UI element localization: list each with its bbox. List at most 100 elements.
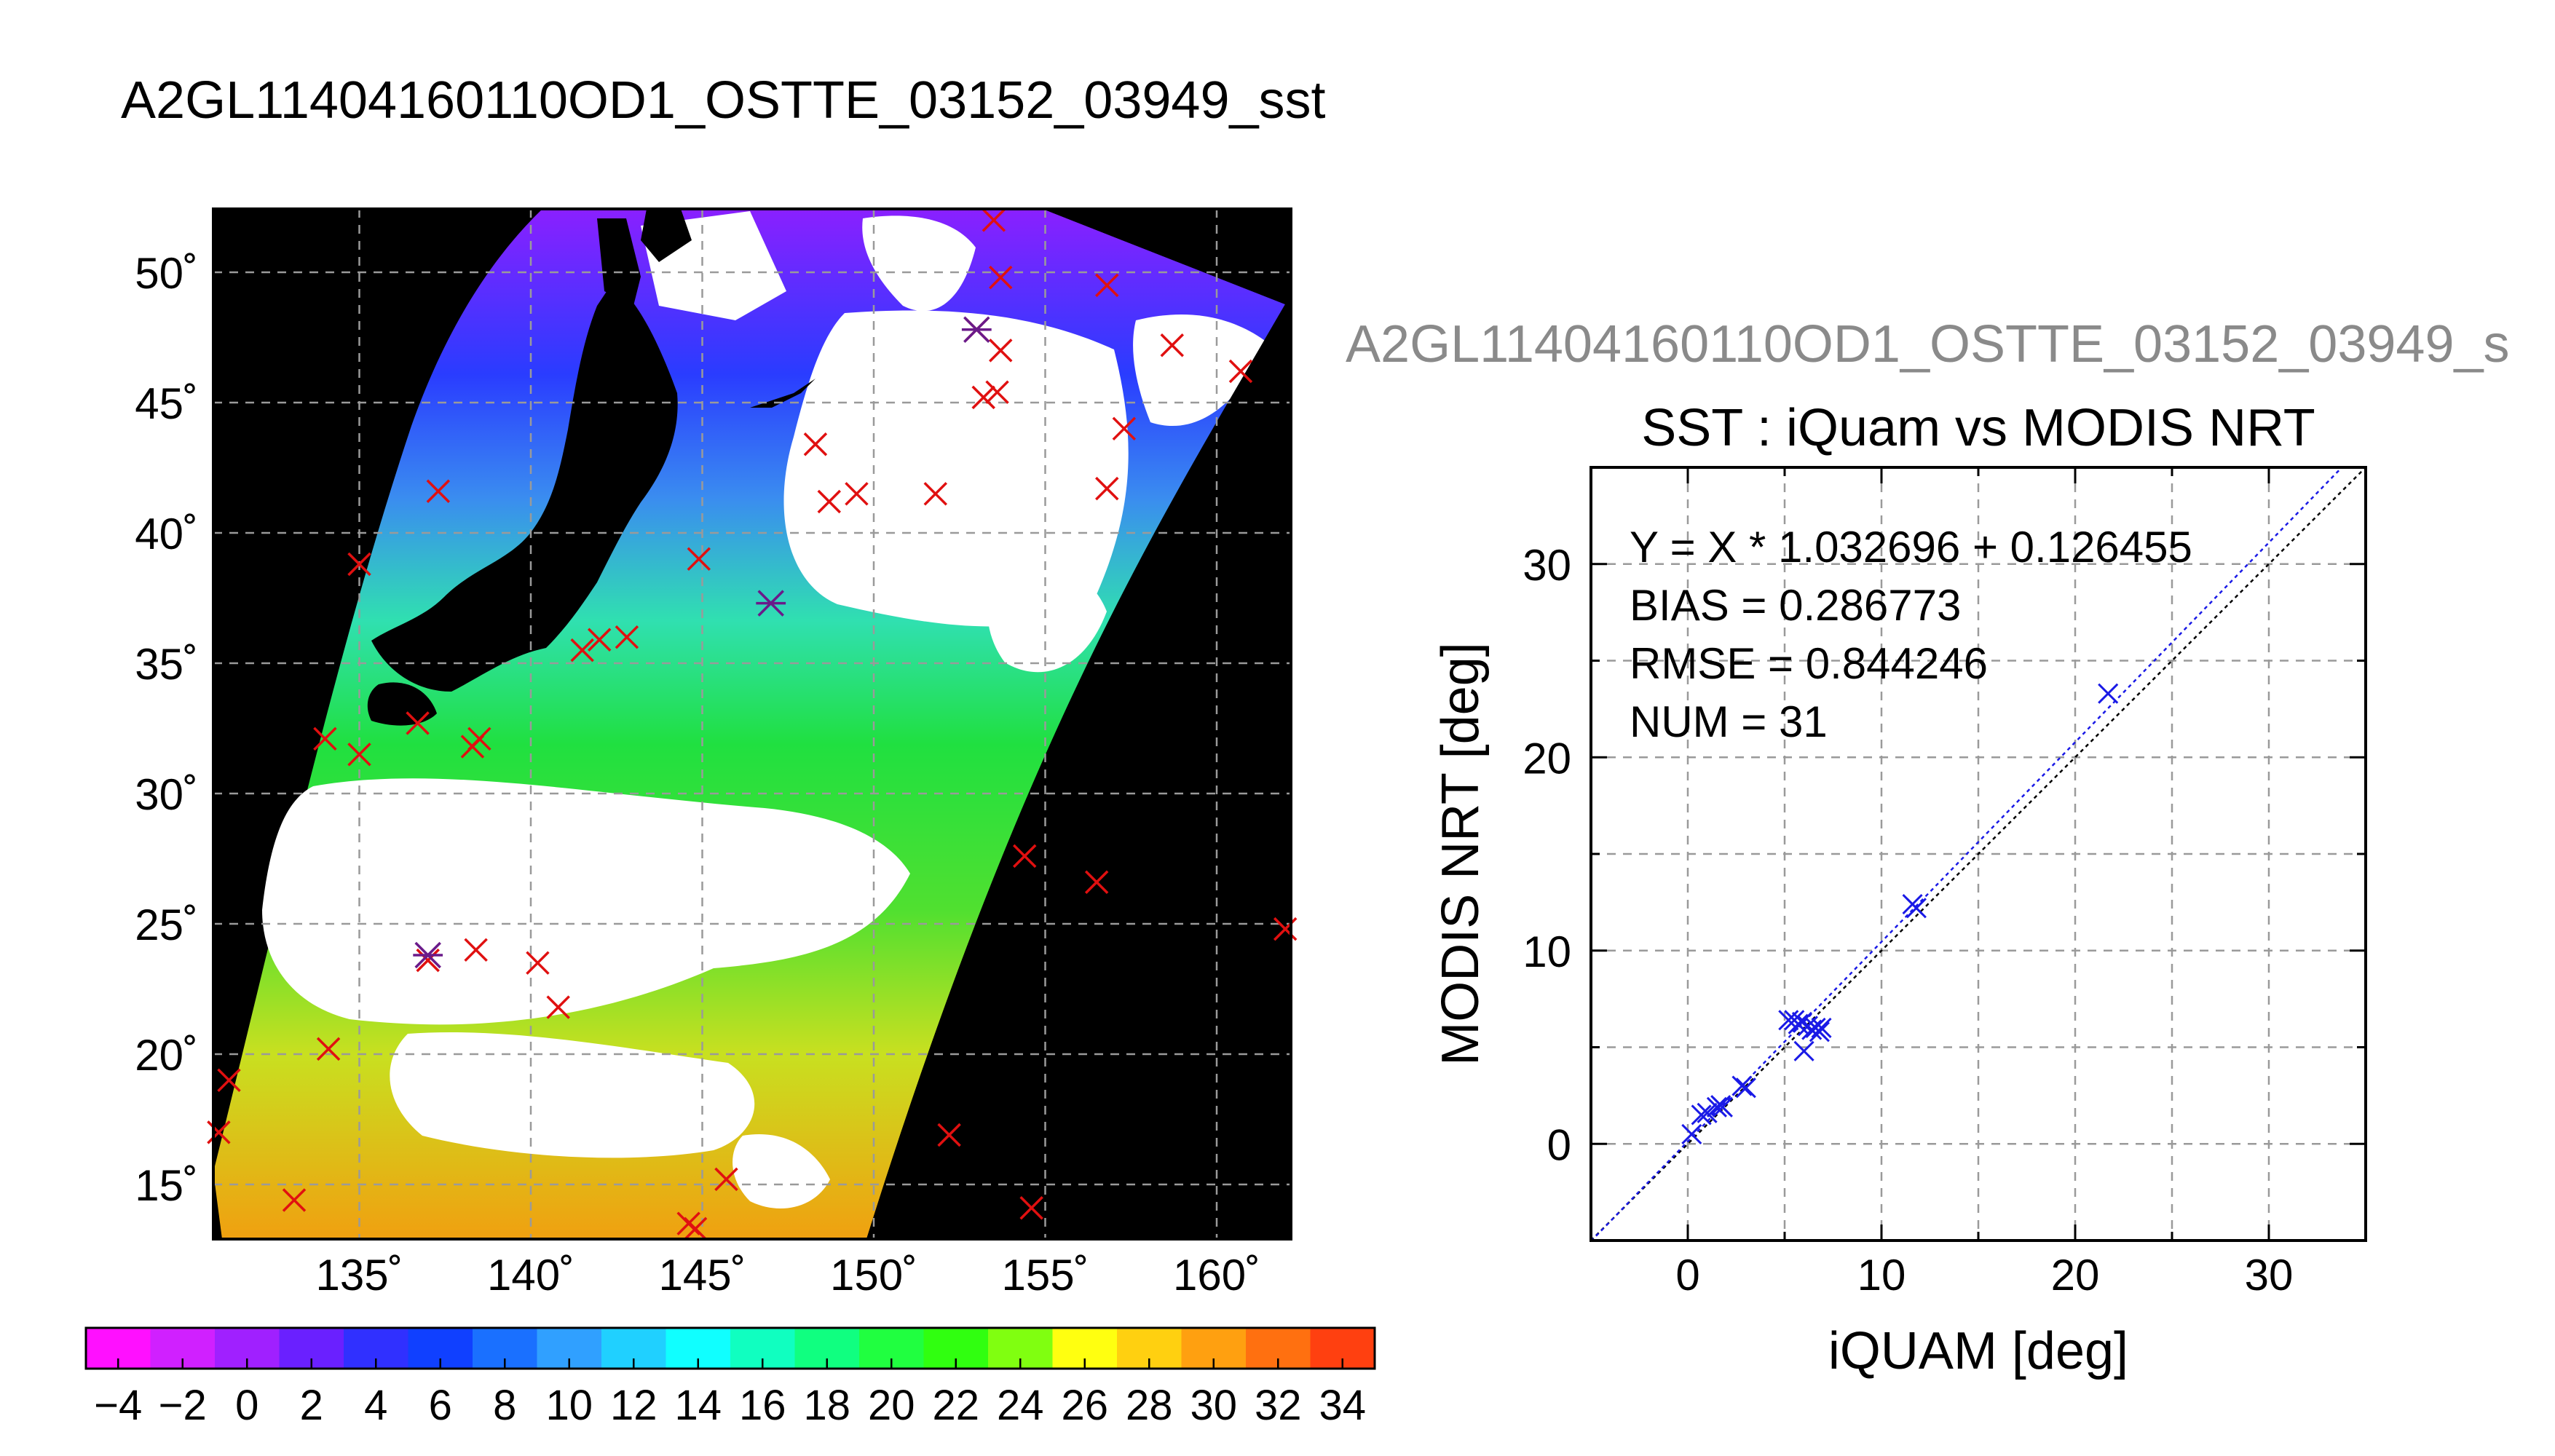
buoy-marker <box>426 479 451 503</box>
longitude-tick-label: 135˚ <box>315 1251 403 1299</box>
colorbar-label: 10 <box>545 1382 593 1429</box>
buoy-marker <box>683 1216 708 1241</box>
buoy-marker <box>207 1120 231 1144</box>
data-point <box>1691 1104 1712 1125</box>
data-point <box>1681 1123 1702 1145</box>
buoy-marker <box>687 547 711 571</box>
latitude-tick-label: 20˚ <box>135 1031 198 1080</box>
fit-statistics: Y = X * 1.032696 + 0.126455 BIAS = 0.286… <box>1630 523 2192 746</box>
colorbar-label: 4 <box>364 1382 387 1429</box>
buoy-marker <box>1019 1195 1043 1220</box>
scatter-plot: SST : iQuam vs MODIS NRT 0 10 20 300102030 … <box>1431 399 2367 1380</box>
latitude-tick-label: 40˚ <box>135 510 198 558</box>
longitude-tick-label: 160˚ <box>1173 1251 1260 1299</box>
buoy-marker <box>1112 416 1137 441</box>
buoy-marker <box>406 711 430 735</box>
longitude-tick-labels: 135˚ 140˚ 145˚ 150˚ 155˚ 160˚ <box>315 1251 1260 1299</box>
buoy-marker <box>989 339 1013 363</box>
matched-marker <box>756 590 786 617</box>
data-point <box>1791 1011 1813 1033</box>
y-tick-label: 30 <box>1523 541 1571 590</box>
colorbar-label: 16 <box>739 1382 786 1429</box>
chart-title: SST : iQuam vs MODIS NRT <box>1641 399 2315 457</box>
data-point <box>1906 898 1927 919</box>
colorbar-label: 24 <box>997 1382 1044 1429</box>
buoy-marker <box>1084 870 1109 894</box>
colorbar-label: 34 <box>1319 1382 1366 1429</box>
buoy-marker <box>985 380 1009 404</box>
stat-regression: Y = X * 1.032696 + 0.126455 <box>1630 523 2192 571</box>
data-point <box>1697 1102 1718 1123</box>
buoy-marker <box>1095 476 1119 501</box>
colorbar-label: 12 <box>610 1382 657 1429</box>
no-data-top <box>1043 209 1291 304</box>
buoy-marker <box>464 938 488 962</box>
longitude-tick-label: 145˚ <box>658 1251 746 1299</box>
buoy-marker <box>217 1068 241 1093</box>
buoy-marker <box>313 727 337 751</box>
buoy-marker <box>982 208 1006 232</box>
data-points <box>1681 683 2119 1145</box>
data-point <box>1811 1017 1832 1039</box>
buoy-marker <box>937 1123 961 1147</box>
buoy-marker <box>1160 333 1185 357</box>
stat-rmse: RMSE = 0.844246 <box>1630 639 1988 688</box>
buoy-marker <box>1095 273 1119 298</box>
colorbar-label: 32 <box>1255 1382 1302 1429</box>
colorbar-label: 28 <box>1126 1382 1173 1429</box>
colorbar-label: 20 <box>868 1382 915 1429</box>
no-data-area <box>866 304 1291 1239</box>
stat-count: NUM = 31 <box>1630 697 1828 746</box>
x-tick-label: 10 <box>1857 1251 1906 1299</box>
buoy-marker <box>923 482 948 506</box>
colorbar-label: 0 <box>235 1382 258 1429</box>
matched-marker <box>413 941 443 969</box>
buoy-marker <box>971 385 995 410</box>
colorbar-label: 26 <box>1061 1382 1108 1429</box>
sst-colorbar: −4 −2 0 2 4 6 8 10 12 14 16 18 20 22 24 26 28 30 32 34 <box>84 1326 1376 1429</box>
buoy-marker <box>615 625 639 649</box>
colorbar-label: −2 <box>159 1382 207 1429</box>
x-tick-label: 20 <box>2051 1251 2100 1299</box>
longitude-tick-label: 140˚ <box>487 1251 574 1299</box>
data-point <box>2098 683 2119 704</box>
buoy-marker <box>817 489 842 514</box>
sst-map: 135˚ 140˚ 145˚ 150˚ 155˚ 160˚ 50˚ 45˚ 40˚ 35˚ 30˚… <box>135 207 1298 1299</box>
longitude-tick-label: 155˚ <box>1001 1251 1089 1299</box>
x-axis-label: iQUAM [deg] <box>1828 1322 2128 1380</box>
buoy-marker <box>347 743 371 767</box>
data-point <box>1712 1096 1733 1117</box>
land <box>367 209 816 726</box>
buoy-marker <box>467 727 491 751</box>
colorbar-label: 22 <box>932 1382 979 1429</box>
buoy-marker <box>803 432 828 456</box>
buoy-marker <box>526 951 550 975</box>
buoy-marker <box>1013 844 1037 869</box>
buoy-marker <box>570 638 594 662</box>
buoy-marker <box>1273 917 1298 941</box>
colorbar-label: 2 <box>300 1382 323 1429</box>
buoy-marker <box>416 948 440 973</box>
map-graticule <box>213 209 1291 1239</box>
buoy-marker <box>587 628 612 652</box>
y-tick-label: 10 <box>1523 927 1571 976</box>
colorbar-label: −4 <box>94 1382 142 1429</box>
buoy-marker <box>347 552 371 577</box>
latitude-tick-labels: 50˚ 45˚ 40˚ 35˚ 30˚ 25˚ 20˚ 15˚ <box>135 249 198 1210</box>
y-tick-label: 20 <box>1523 734 1571 783</box>
latitude-tick-label: 45˚ <box>135 379 198 428</box>
map-frame <box>212 207 1292 1241</box>
buoy-marker <box>714 1167 738 1192</box>
x-tick-label: 0 <box>1675 1251 1699 1299</box>
latitude-tick-label: 15˚ <box>135 1161 198 1210</box>
data-point <box>1735 1077 1756 1099</box>
regression-line <box>1591 467 2344 1241</box>
latitude-tick-label: 30˚ <box>135 770 198 819</box>
stat-bias: BIAS = 0.286773 <box>1630 581 1961 630</box>
buoy-marker <box>989 265 1013 290</box>
buoy-markers <box>207 208 1298 1241</box>
map-title: A2GL11404160110OD1_OSTTE_03152_03949_sst <box>121 71 1326 130</box>
latitude-tick-label: 50˚ <box>135 249 198 298</box>
colorbar-label: 30 <box>1190 1382 1237 1429</box>
